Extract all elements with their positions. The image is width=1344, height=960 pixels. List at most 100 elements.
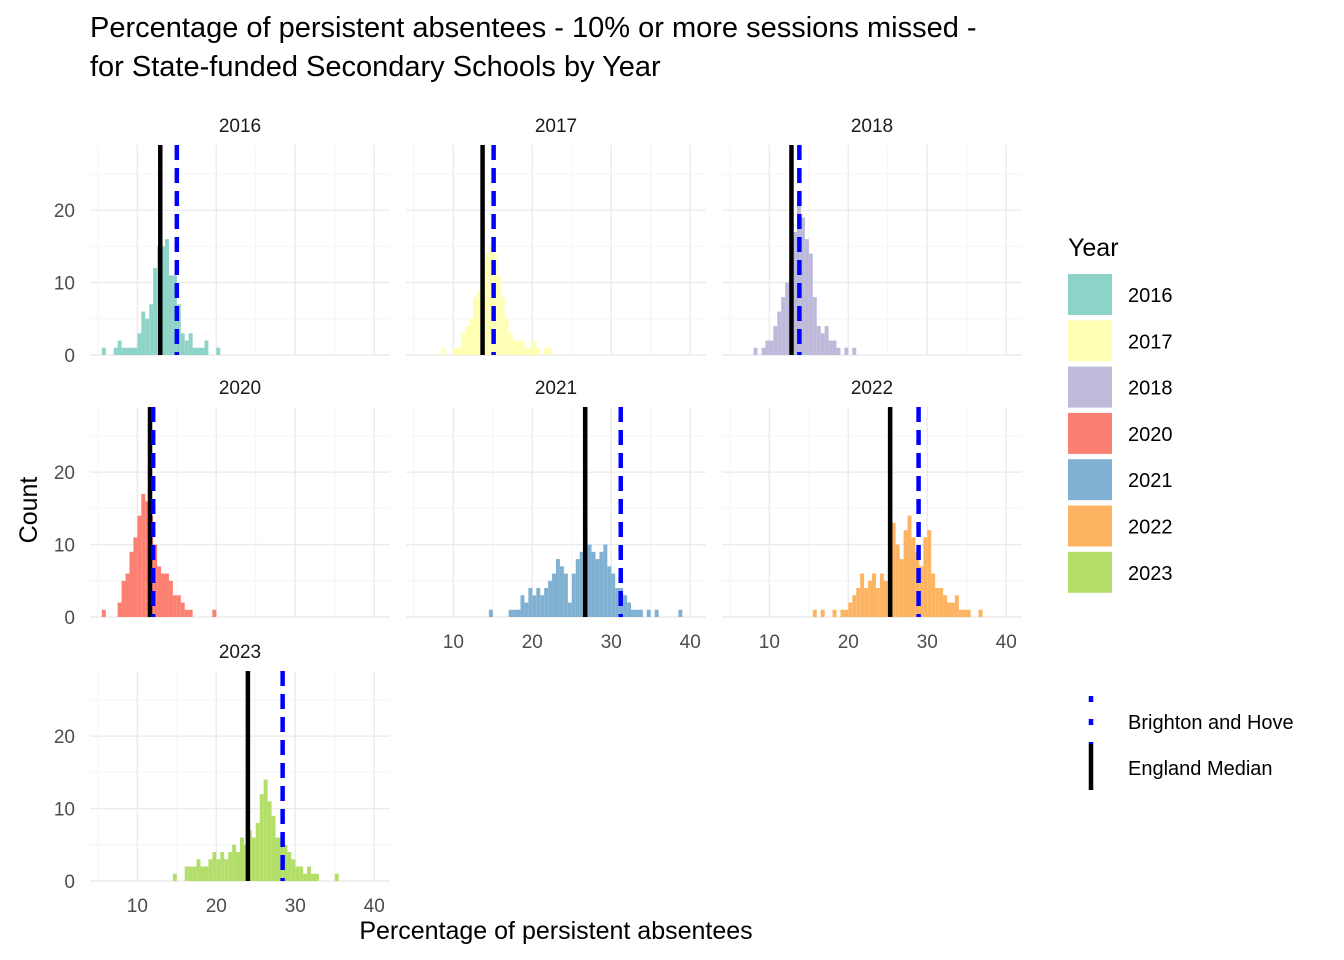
histogram-bar	[334, 873, 339, 881]
histogram-bar	[512, 609, 517, 617]
legend-key-2021	[1068, 459, 1112, 501]
histogram-bar	[161, 573, 165, 617]
legend-label-2020: 2020	[1128, 424, 1173, 446]
y-tick-label: 0	[64, 872, 75, 893]
histogram-bar	[291, 859, 296, 881]
histogram-bar	[137, 515, 142, 617]
histogram-bar	[117, 602, 122, 617]
histogram-bar	[172, 595, 177, 617]
facet-strip-label: 2020	[219, 378, 261, 399]
legend-key-2020	[1068, 412, 1112, 454]
histogram-bar	[121, 580, 126, 617]
facet-strip-label: 2017	[535, 116, 577, 137]
histogram-bar	[516, 609, 521, 617]
histogram-bar	[769, 340, 774, 355]
histogram-bar	[204, 866, 209, 881]
chart-title-line-1: Percentage of persistent absentees - 10%…	[90, 12, 977, 44]
histogram-bar	[943, 595, 947, 617]
histogram-bar	[512, 340, 517, 355]
x-tick-label: 10	[759, 632, 780, 653]
histogram-bar	[793, 231, 797, 355]
histogram-bar	[172, 873, 177, 881]
histogram-bar	[966, 609, 971, 617]
histogram-bar	[532, 340, 537, 355]
histogram-bar	[931, 573, 936, 617]
facet-panel-2016: 2016 0 10 20	[54, 116, 390, 367]
histogram-bar	[939, 588, 944, 617]
x-tick-label: 40	[680, 632, 701, 653]
histogram-bar	[836, 347, 841, 355]
histogram-bar	[804, 239, 809, 355]
x-tick-label: 30	[285, 896, 306, 917]
histogram-bar	[536, 588, 541, 617]
histogram-bar	[255, 823, 260, 881]
histogram-bar	[508, 333, 513, 355]
histogram-bar	[899, 559, 904, 617]
x-axis-title: Percentage of persistent absentees	[359, 917, 752, 945]
histogram-bar	[808, 253, 813, 355]
legend-key-2022	[1068, 505, 1112, 547]
histogram-bar	[571, 573, 576, 617]
histogram-bar	[907, 515, 912, 617]
histogram-bar	[646, 609, 651, 617]
histogram-bar	[856, 588, 861, 617]
histogram-bar	[315, 873, 319, 881]
histogram-bar	[927, 530, 932, 617]
histogram-bar	[800, 217, 805, 355]
y-tick-label: 0	[64, 346, 75, 367]
histogram-bar	[168, 275, 173, 355]
histogram-bar	[638, 609, 643, 617]
histogram-bar	[824, 326, 829, 355]
histogram-bar	[567, 602, 572, 617]
histogram-bar	[958, 609, 963, 617]
histogram-bar	[516, 340, 521, 355]
y-tick-label: 20	[54, 463, 75, 484]
histogram-bar	[441, 347, 446, 355]
histogram-bar	[587, 544, 592, 617]
histogram-bar	[832, 340, 837, 355]
x-tick-label: 40	[364, 896, 385, 917]
histogram-bar	[141, 311, 146, 355]
histogram-bar	[192, 866, 197, 881]
histogram-bar	[872, 573, 876, 617]
histogram-bar	[883, 580, 888, 617]
histogram-bar	[816, 326, 821, 355]
histogram-bar	[947, 602, 951, 617]
histogram-bar	[773, 326, 778, 355]
histogram-bar	[777, 311, 782, 355]
histogram-bar	[101, 609, 106, 617]
histogram-bar	[299, 866, 304, 881]
histogram-bar	[484, 253, 489, 355]
histogram-bar	[631, 609, 635, 617]
histogram-bar	[165, 573, 169, 617]
histogram-bar	[627, 602, 631, 617]
histogram-bar	[844, 609, 849, 617]
histogram-bar	[216, 347, 221, 355]
histogram-bar	[184, 609, 189, 617]
histogram-bar	[875, 588, 880, 617]
legend-key-2017	[1068, 320, 1112, 362]
histogram-bar	[895, 544, 900, 617]
histogram-bar	[271, 815, 276, 881]
histogram-bar	[852, 595, 857, 617]
histogram-bar	[204, 340, 209, 355]
facet-panel-2020: 2020 0 10 20	[54, 378, 390, 629]
histogram-bar	[765, 340, 770, 355]
x-tick-label: 30	[601, 632, 622, 653]
histogram-bar	[236, 852, 240, 881]
y-axis-title: Count	[15, 477, 43, 544]
histogram-bar	[761, 347, 766, 355]
facet-strip-label: 2023	[219, 642, 261, 663]
histogram-bar	[121, 347, 126, 355]
histogram-bar	[453, 347, 458, 355]
histogram-bar	[488, 246, 493, 355]
histogram-bar	[678, 609, 683, 617]
histogram-bar	[295, 866, 300, 881]
histogram-bar	[287, 852, 292, 881]
histogram-bar	[133, 537, 138, 617]
histogram-bar	[508, 609, 513, 617]
histogram-bar	[196, 347, 201, 355]
histogram-bar	[224, 859, 229, 881]
x-tick-label: 20	[522, 632, 543, 653]
